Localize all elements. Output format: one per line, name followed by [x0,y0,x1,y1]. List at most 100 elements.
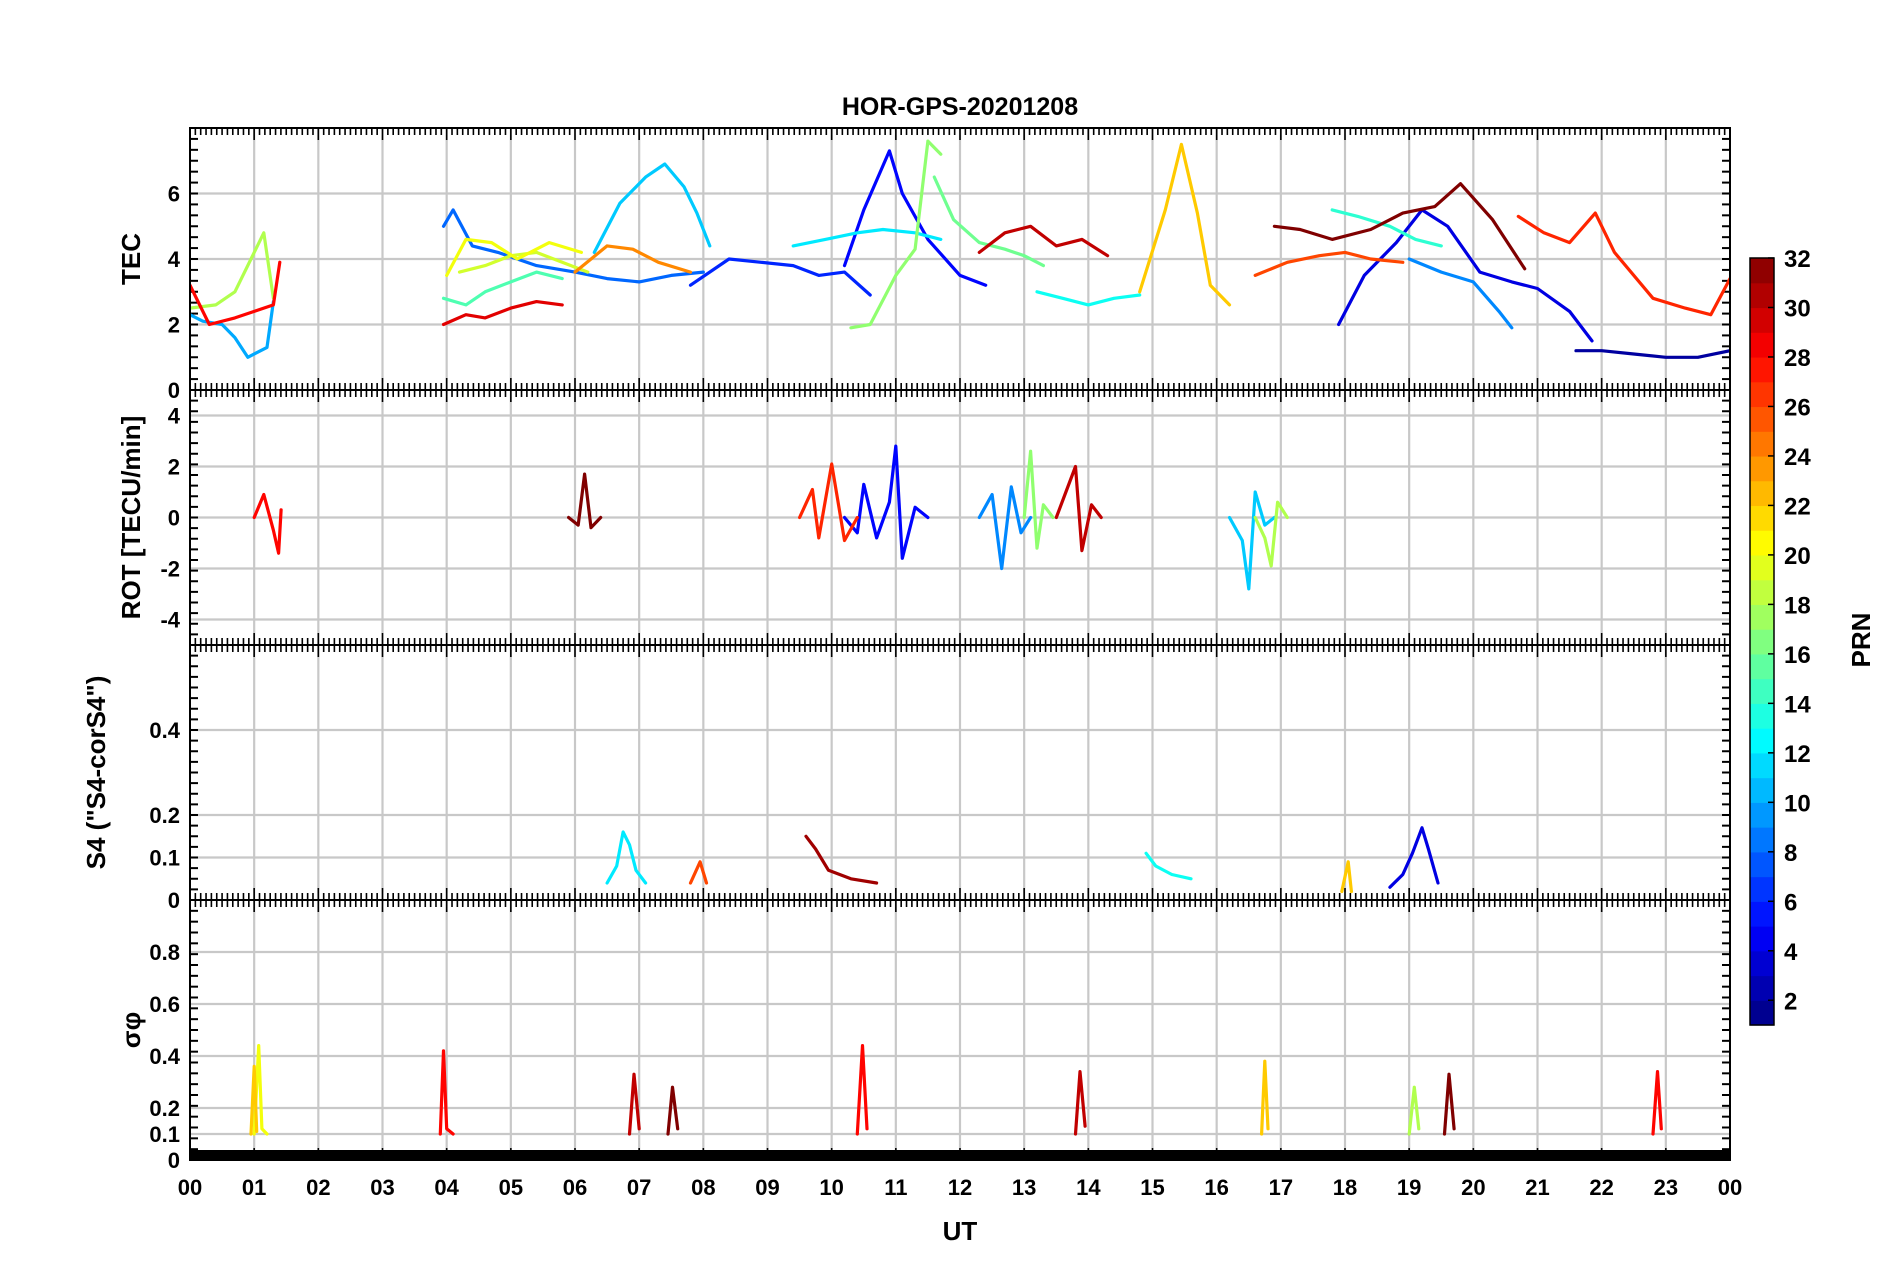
colorbar-segment [1750,431,1774,457]
colorbar-tick-label: 2 [1784,988,1797,1015]
series-line-prn-20 [445,237,583,277]
colorbar-tick-label: 24 [1784,444,1811,471]
x-tick-label: 01 [242,1175,266,1200]
chart-title: HOR-GPS-20201208 [842,93,1078,121]
colorbar-segment [1750,307,1774,333]
colorbar-segment [1750,356,1774,383]
x-tick-label: 08 [691,1175,715,1200]
series-line-prn-13 [1144,851,1193,881]
y-axis-label-sigma_phi: σφ [116,1012,146,1048]
y-axis-label-s4: S4 ("S4-corS4") [81,676,111,870]
series-line-prn-22 [249,1064,259,1136]
series-line-prn-32 [666,1085,680,1136]
series-line-prn-30 [1073,1070,1087,1136]
colorbar-segment [1750,282,1774,309]
series-line-prn-28 [190,260,282,327]
x-tick-label: 11 [884,1175,907,1200]
series-line-prn-9 [977,485,1033,571]
x-axis-ticks: 00 01 02 03 04 05 06 07 08 09 10 11 12 13 14 15 16 17 18 19… [178,1175,1742,1200]
colorbar-segment [1750,332,1774,358]
colorbar-segment [1750,678,1774,704]
colorbar-label: PRN [1846,613,1876,668]
y-tick-label: 4 [168,404,181,429]
y-tick-label: -2 [160,557,180,582]
series-line-prn-5 [842,149,988,287]
colorbar-segment [1750,455,1774,482]
x-tick-label: 05 [499,1175,523,1200]
x-tick-label: 12 [948,1175,972,1200]
series-line-prn-22 [1260,1059,1270,1136]
series-line-prn-27 [1516,211,1730,317]
series-line-prn-4 [1337,208,1594,343]
series-line-prn-15 [441,270,564,307]
series-line-prn-17 [849,139,943,330]
y-tick-label: -4 [160,608,180,633]
x-tick-label: 14 [1076,1175,1101,1200]
colorbar-tick-label: 20 [1784,543,1811,570]
y-tick-label: 0 [168,1148,180,1173]
colorbar-frame [1749,257,1775,1026]
y-tick-label: 0.2 [149,803,180,828]
colorbar-segment [1750,777,1774,803]
series-line-prn-32 [567,472,603,530]
colorbar-tick-label: 30 [1784,295,1811,322]
series-line-prn-26 [688,860,709,885]
x-tick-label: 04 [434,1175,459,1200]
series-line-prn-9 [1407,257,1514,330]
x-tick-label: 17 [1269,1175,1293,1200]
series-line-prn-28 [438,1049,455,1136]
series-group [249,1044,1663,1136]
x-tick-label: 02 [306,1175,330,1200]
colorbar-segment [1750,752,1774,779]
colorbar-segment [1750,851,1774,878]
colorbar-segment [1750,901,1774,927]
y-tick-label: 0.6 [149,992,180,1017]
y-tick-label: 0.2 [149,1096,180,1121]
y-tick-label: 6 [168,182,180,207]
y-axis-label-rot: ROT [TECU/min] [116,416,146,620]
colorbar-segment [1750,950,1774,977]
colorbar-tick-label: 10 [1784,790,1811,817]
series-line-prn-22 [1340,860,1353,894]
x-tick-label: 07 [627,1175,651,1200]
colorbar-tick-label: 18 [1784,592,1811,619]
colorbar-segment [1750,802,1774,828]
series-line-prn-24 [573,244,693,274]
colorbar-tick-label: 6 [1784,889,1797,916]
colorbar-segment [1750,703,1774,729]
y-tick-label: 0.1 [149,846,180,871]
x-tick-label: 19 [1397,1175,1421,1200]
series-line-prn-26 [1253,250,1405,277]
series-line-prn-32 [1272,182,1527,271]
series-line-prn-8 [441,208,705,284]
colorbar-tick-label: 14 [1784,691,1811,718]
series-line-prn-29 [441,300,564,327]
y-tick-label: 0.8 [149,940,180,965]
y-tick-label: 0 [168,378,180,403]
series-line-prn-30 [977,224,1110,258]
colorbar-tick-label: 28 [1784,345,1811,372]
colorbar-segment [1750,926,1774,952]
colorbar-segment [1750,653,1774,680]
panel-tec: 0 2 4 6 TEC [116,127,1731,403]
y-tick-label: 0 [168,888,180,913]
series-line-prn-27 [798,462,859,543]
series-line-prn-2 [1574,349,1730,359]
colorbar-segment [1750,579,1774,605]
x-tick-label: 03 [370,1175,394,1200]
x-tick-label: 22 [1589,1175,1613,1200]
series-line-prn-28 [252,492,283,555]
series-line-prn-30 [1054,464,1103,553]
series-line-prn-30 [627,1072,641,1136]
colorbar-tick-label: 26 [1784,394,1811,421]
series-line-prn-12 [791,227,943,248]
colorbar-segment [1750,876,1774,902]
y-tick-label: 2 [168,455,180,480]
series-line-prn-12 [605,830,648,885]
series-line-prn-16 [932,175,1045,268]
panel-sigma_phi: 00.10.2 0.4 0.6 0.8 σφ [116,899,1731,1173]
colorbar-segment [1750,604,1774,630]
colorbar-segment [1750,554,1774,581]
